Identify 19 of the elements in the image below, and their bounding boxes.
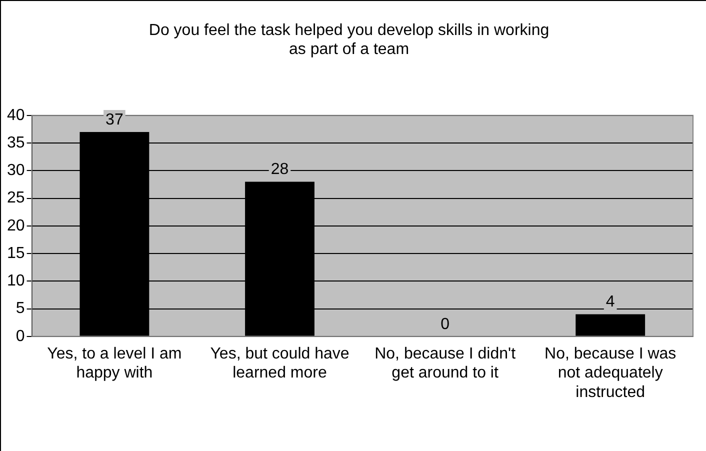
bar [576,314,646,336]
y-tick-label: 40 [7,106,25,124]
y-tick-label: 25 [7,190,25,207]
data-label: 37 [106,111,124,128]
x-tick-label: Yes, to a level I am happy with [47,345,182,382]
y-tick-label: 35 [7,134,25,152]
data-label: 0 [440,316,450,333]
y-tick-label: 15 [7,244,25,262]
data-label: 28 [270,161,289,178]
x-tick-label: No, because I didn't get around to it [374,345,516,382]
y-tick-label: 5 [16,300,25,318]
data-label: 4 [606,294,615,311]
y-tick-label: 30 [7,162,25,180]
x-tick-label: No, because I was not adequately instructed [544,345,676,401]
y-tick-label: 0 [16,328,25,345]
chart-title: Do you feel the task helped you develop skills in working as part of a team [148,22,550,58]
y-tick-label: 10 [7,272,25,290]
x-tick-label: Yes, but could have learned more [210,345,350,382]
y-tick-label: 20 [7,217,25,234]
